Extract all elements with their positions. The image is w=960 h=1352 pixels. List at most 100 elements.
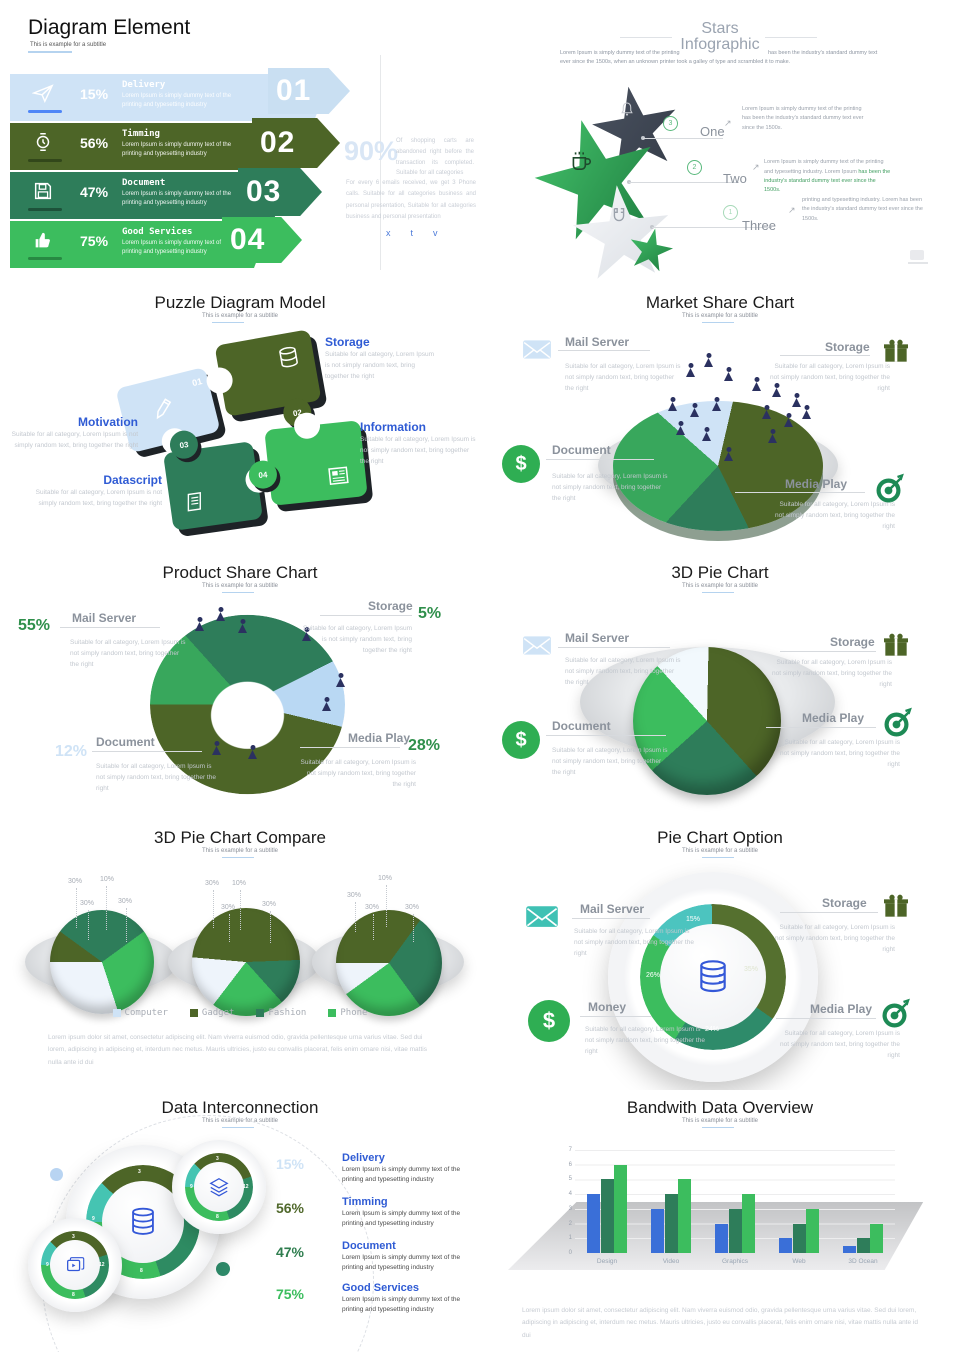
gift-icon	[880, 629, 912, 661]
connector-line	[580, 1016, 652, 1017]
connector-line	[766, 727, 876, 728]
bar-bright-green-3d-ocean[interactable]	[870, 1223, 883, 1253]
callout-desc: Suitable for all category, Lorem Ipsum i…	[552, 473, 668, 503]
bar-blue-design[interactable]	[587, 1194, 600, 1253]
callout-dotline	[229, 914, 230, 942]
x-category-label: Design	[596, 1258, 618, 1265]
connector-line	[629, 182, 739, 183]
target-icon	[872, 471, 908, 507]
subtitle-underline	[222, 592, 254, 593]
bar-dark-green-video[interactable]	[664, 1194, 678, 1253]
x-category-label: Web	[792, 1258, 806, 1265]
step-number: 01	[276, 74, 312, 107]
list-label-timming[interactable]: Timming	[342, 1196, 388, 1208]
bar-blue-video[interactable]	[651, 1208, 664, 1253]
coffee-cup-icon	[568, 148, 594, 174]
bar-dark-green-3d-ocean[interactable]	[856, 1238, 870, 1253]
label-desc: Suitable for all category, Lorem Ipsum i…	[325, 351, 434, 381]
panel-pie-option: Pie Chart Option This is example for a s…	[480, 820, 960, 1090]
divider	[380, 55, 381, 270]
puzzle-piece-01[interactable]: 01	[115, 366, 221, 458]
list-label-good-services[interactable]: Good Services	[342, 1282, 420, 1294]
legend-item-fashion[interactable]: Fashion	[256, 1008, 306, 1018]
list-percent-document: 47%	[275, 1244, 304, 1260]
callout-dotline	[413, 914, 414, 942]
compare-pie-2[interactable]	[192, 908, 300, 1016]
y-tick-label: 5	[568, 1176, 572, 1183]
product-donut[interactable]	[150, 614, 345, 795]
connector-line	[652, 227, 772, 228]
bar-bright-green-graphics[interactable]	[742, 1194, 755, 1253]
step-arrow-01: 01	[268, 68, 350, 114]
link-x[interactable]: x	[386, 228, 391, 238]
compare-pie-1[interactable]	[50, 910, 154, 1014]
item-desc-gray: Lorem Ipsum is simply dummy text of the …	[764, 159, 884, 175]
puzzle-piece-03[interactable]: 03	[163, 428, 274, 531]
big-percent: 90%	[344, 136, 399, 166]
badge-number: 3	[668, 120, 673, 127]
legend-item-phone[interactable]: Phone	[328, 1008, 367, 1018]
bar-blue-graphics[interactable]	[715, 1223, 728, 1253]
row-title: Delivery	[122, 80, 166, 90]
ring-number: 9	[46, 1262, 49, 1268]
connector-line	[558, 647, 670, 648]
legend-item-gadget[interactable]: Gadget	[189, 1008, 235, 1018]
callout-storage: Storage	[822, 896, 867, 910]
legend-label: Fashion	[268, 1008, 307, 1018]
bar-dark-green-web[interactable]	[792, 1223, 806, 1253]
link-v[interactable]: v	[433, 228, 438, 238]
puzzle-piece-02[interactable]: 02	[204, 329, 322, 429]
callout-dotline	[386, 885, 387, 927]
callout-desc: Suitable for all category, Lorem Ipsum i…	[303, 625, 412, 655]
connector-line	[546, 735, 666, 736]
bar-bright-green-design[interactable]	[614, 1164, 627, 1253]
panel-pie-compare: 3D Pie Chart Compare This is example for…	[0, 820, 480, 1090]
intro-right: has been the industry's standard dummy t…	[768, 50, 878, 56]
bar-bright-green-web[interactable]	[806, 1208, 819, 1253]
legend-item-computer[interactable]: Computer	[112, 1008, 168, 1018]
connector-line	[60, 627, 160, 628]
watermark-logo	[910, 250, 924, 260]
label-title: Information	[360, 420, 426, 434]
list-label-delivery[interactable]: Delivery	[342, 1152, 385, 1164]
bar-blue-3d-ocean[interactable]	[843, 1245, 856, 1253]
connector-line	[320, 615, 412, 616]
callout-dotline	[126, 908, 127, 942]
callout-desc: Suitable for all category, Lorem Ipsum i…	[96, 763, 216, 793]
callout-desc: Suitable for all category, Lorem Ipsum i…	[574, 928, 694, 958]
target-icon	[880, 705, 916, 741]
donut-center	[660, 924, 766, 1030]
list-label-document[interactable]: Document	[342, 1240, 396, 1252]
callout-mail-server: Mail Server	[72, 611, 137, 625]
callout-media-play: Media Play	[348, 731, 411, 745]
pie-callout-label: 10%	[100, 876, 115, 883]
label-desc: Suitable for all category, Lorem Ipsum i…	[35, 489, 162, 508]
database-icon	[700, 960, 726, 993]
callout-desc: Suitable for all category, Lorem Ipsum i…	[770, 363, 890, 393]
bar-chart[interactable]	[575, 1150, 895, 1253]
bar-dark-green-graphics[interactable]	[728, 1208, 742, 1253]
x-category-label: Video	[662, 1258, 680, 1265]
bar-dark-green-design[interactable]	[600, 1179, 614, 1253]
panel-subtitle: This is example for a subtitle	[201, 583, 279, 589]
bar-bright-green-video[interactable]	[678, 1179, 691, 1253]
item-label-three: Three	[742, 218, 776, 233]
panel-stars-infographic: Stars Infographic Lorem Ipsum is simply …	[480, 0, 960, 285]
item-desc-one: Lorem Ipsum is simply dummy text of the …	[742, 106, 864, 131]
puzzle-piece-04[interactable]: 04	[247, 411, 368, 506]
social-links: x t v	[386, 228, 438, 238]
link-t[interactable]: t	[410, 228, 414, 238]
panel-subtitle: This is example for a subtitle	[681, 583, 759, 589]
bar-blue-web[interactable]	[779, 1238, 792, 1253]
database-icon	[132, 1207, 154, 1235]
ring-center	[50, 1240, 100, 1290]
compare-pie-3[interactable]	[336, 910, 442, 1016]
connector-line	[572, 918, 650, 919]
list-desc: Lorem Ipsum is simply dummy text of the …	[342, 1166, 461, 1183]
legend-label: Gadget	[201, 1008, 235, 1018]
gift-icon	[880, 335, 912, 367]
pie-3d[interactable]	[633, 647, 781, 795]
step-number: 03	[246, 175, 282, 208]
dollar-circle-icon: $	[502, 445, 540, 483]
callout-dotline	[270, 911, 271, 943]
